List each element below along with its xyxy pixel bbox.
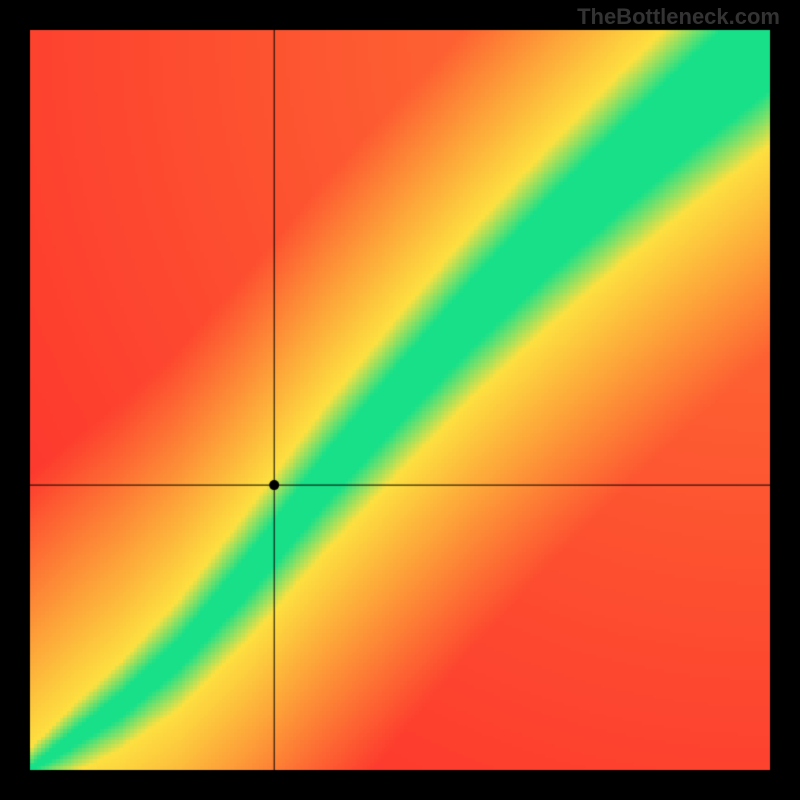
bottleneck-heatmap [0,0,800,800]
watermark-text: TheBottleneck.com [577,4,780,30]
chart-container: TheBottleneck.com [0,0,800,800]
